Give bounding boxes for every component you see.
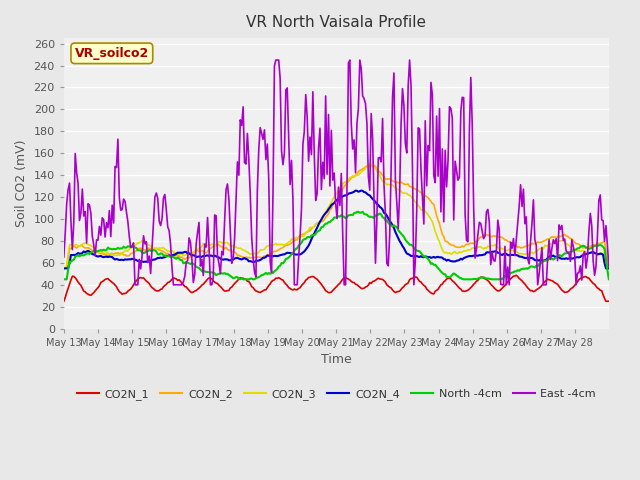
CO2N_1 (602, 299, 610, 304)
North -4cm (450, 271, 458, 276)
North -4cm (605, 276, 612, 282)
CO2N_4 (60, 265, 68, 271)
CO2N_1 (531, 288, 539, 294)
CO2N_3 (60, 265, 68, 271)
CO2N_2 (60, 265, 68, 271)
CO2N_4 (79, 250, 86, 256)
CO2N_2 (531, 240, 539, 246)
CO2N_4 (357, 188, 365, 193)
North -4cm (79, 252, 86, 258)
Line: East -4cm: East -4cm (64, 60, 609, 285)
CO2N_2 (450, 242, 458, 248)
Line: North -4cm: North -4cm (64, 212, 609, 279)
CO2N_3 (340, 180, 348, 185)
CO2N_4 (602, 265, 610, 271)
CO2N_2 (79, 243, 86, 249)
East -4cm (79, 186, 86, 192)
CO2N_1 (605, 299, 612, 304)
Line: CO2N_4: CO2N_4 (64, 191, 609, 268)
North -4cm (340, 214, 348, 220)
CO2N_2 (370, 162, 378, 168)
CO2N_1 (513, 273, 520, 278)
CO2N_3 (531, 249, 539, 255)
CO2N_1 (340, 275, 348, 281)
East -4cm (131, 282, 139, 288)
X-axis label: Time: Time (321, 353, 352, 366)
East -4cm (605, 264, 612, 269)
CO2N_4 (340, 193, 348, 199)
CO2N_2 (605, 265, 612, 271)
Text: VR_soilco2: VR_soilco2 (75, 47, 149, 60)
North -4cm (602, 257, 610, 263)
CO2N_4 (605, 265, 612, 271)
CO2N_3 (95, 250, 103, 255)
CO2N_4 (450, 259, 458, 264)
CO2N_2 (340, 184, 348, 190)
Line: CO2N_3: CO2N_3 (64, 164, 609, 268)
CO2N_3 (79, 241, 86, 247)
North -4cm (95, 248, 103, 253)
CO2N_1 (95, 283, 103, 288)
Title: VR North Vaisala Profile: VR North Vaisala Profile (246, 15, 426, 30)
East -4cm (451, 158, 459, 164)
East -4cm (532, 242, 540, 248)
CO2N_3 (366, 161, 374, 167)
CO2N_1 (79, 286, 86, 291)
CO2N_3 (602, 261, 610, 267)
North -4cm (355, 209, 362, 215)
East -4cm (272, 57, 280, 63)
CO2N_2 (602, 248, 610, 254)
North -4cm (60, 276, 68, 282)
Legend: CO2N_1, CO2N_2, CO2N_3, CO2N_4, North -4cm, East -4cm: CO2N_1, CO2N_2, CO2N_3, CO2N_4, North -4… (72, 384, 600, 405)
CO2N_4 (95, 253, 103, 259)
CO2N_3 (450, 249, 458, 255)
CO2N_1 (60, 299, 68, 304)
East -4cm (343, 185, 351, 191)
Y-axis label: Soil CO2 (mV): Soil CO2 (mV) (15, 140, 28, 227)
CO2N_3 (605, 265, 612, 271)
CO2N_2 (95, 251, 103, 256)
CO2N_4 (531, 257, 539, 263)
East -4cm (60, 254, 68, 260)
CO2N_1 (449, 278, 456, 284)
East -4cm (95, 224, 103, 229)
Line: CO2N_1: CO2N_1 (64, 276, 609, 301)
North -4cm (531, 264, 539, 270)
East -4cm (604, 242, 611, 248)
Line: CO2N_2: CO2N_2 (64, 165, 609, 268)
